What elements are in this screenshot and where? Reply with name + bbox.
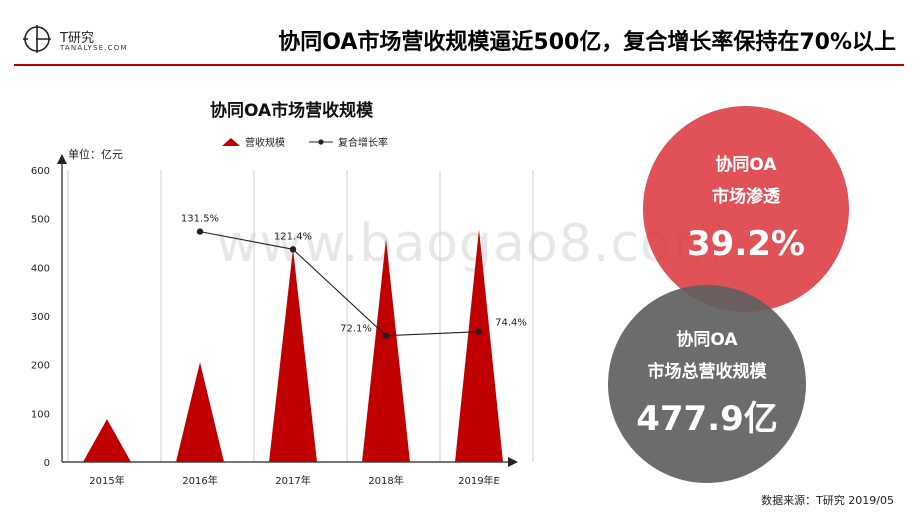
market-size-label-line2: 市场总营收规模 <box>647 362 767 382</box>
bar-triangle <box>362 239 410 462</box>
penetration-bubble: 协同OA 市场渗透 39.2% <box>643 106 849 312</box>
x-tick-label: 2016年 <box>182 474 217 487</box>
bar-triangle <box>455 229 503 462</box>
legend-label-growth: 复合增长率 <box>338 138 388 149</box>
y-tick-label: 600 <box>31 166 50 177</box>
y-tick-label: 200 <box>31 361 50 372</box>
y-tick-label: 0 <box>44 458 50 469</box>
growth-rate-point <box>475 328 483 335</box>
growth-rate-point <box>382 332 390 339</box>
y-tick-label: 100 <box>31 409 50 420</box>
data-source-note: 数据来源：T研究 2019/05 <box>761 494 894 507</box>
penetration-label-line2: 市场渗透 <box>712 187 780 207</box>
growth-rate-data-label: 131.5% <box>181 214 219 225</box>
legend-label-revenue: 营收规模 <box>245 138 285 149</box>
penetration-label-line1: 协同OA <box>715 155 777 175</box>
market-size-bubble: 协同OA 市场总营收规模 477.9亿 <box>608 285 806 483</box>
x-tick-label: 2015年 <box>89 474 124 487</box>
watermark: www.baogao8.com <box>216 214 725 274</box>
x-tick-label: 2018年 <box>368 474 403 487</box>
chart-title: 协同OA市场营收规模 <box>210 101 374 121</box>
page-title: 协同OA市场营收规模逼近500亿，复合增长率保持在70%以上 <box>278 30 896 55</box>
y-tick-label: 300 <box>31 312 50 323</box>
bar-triangle <box>83 419 131 462</box>
x-axis-arrow-icon <box>508 457 518 467</box>
growth-rate-data-label: 121.4% <box>274 231 312 242</box>
company-logo: T研究 TANALYSE.COM <box>22 20 132 68</box>
legend-item-growth: 复合增长率 <box>309 134 388 149</box>
legend-item-revenue: 营收规模 <box>222 134 285 149</box>
header-divider <box>14 64 904 66</box>
market-size-value: 477.9亿 <box>636 399 778 439</box>
chart-legend: 营收规模 复合增长率 <box>222 134 406 149</box>
logo-mark-icon <box>23 25 51 53</box>
legend-line-icon <box>309 138 333 145</box>
logo-subtitle: TANALYSE.COM <box>60 44 128 52</box>
growth-rate-point <box>196 228 204 235</box>
growth-rate-data-label: 72.1% <box>340 324 372 335</box>
penetration-value: 39.2% <box>687 224 805 264</box>
market-size-label-line1: 协同OA <box>676 330 738 350</box>
growth-rate-data-label: 74.4% <box>495 318 527 329</box>
bar-triangle <box>176 362 224 462</box>
logo-brand-text: T研究 <box>60 31 94 46</box>
legend-triangle-icon <box>222 137 240 146</box>
y-tick-label: 400 <box>31 263 50 274</box>
growth-rate-line <box>199 231 480 337</box>
bar-triangle <box>269 248 317 462</box>
x-tick-label: 2019年E <box>458 474 500 487</box>
y-axis-unit-label: 单位：亿元 <box>68 148 123 161</box>
y-axis-arrow-icon <box>57 154 67 164</box>
growth-rate-point <box>289 246 297 253</box>
y-tick-label: 500 <box>31 215 50 226</box>
x-tick-label: 2017年 <box>275 474 310 487</box>
